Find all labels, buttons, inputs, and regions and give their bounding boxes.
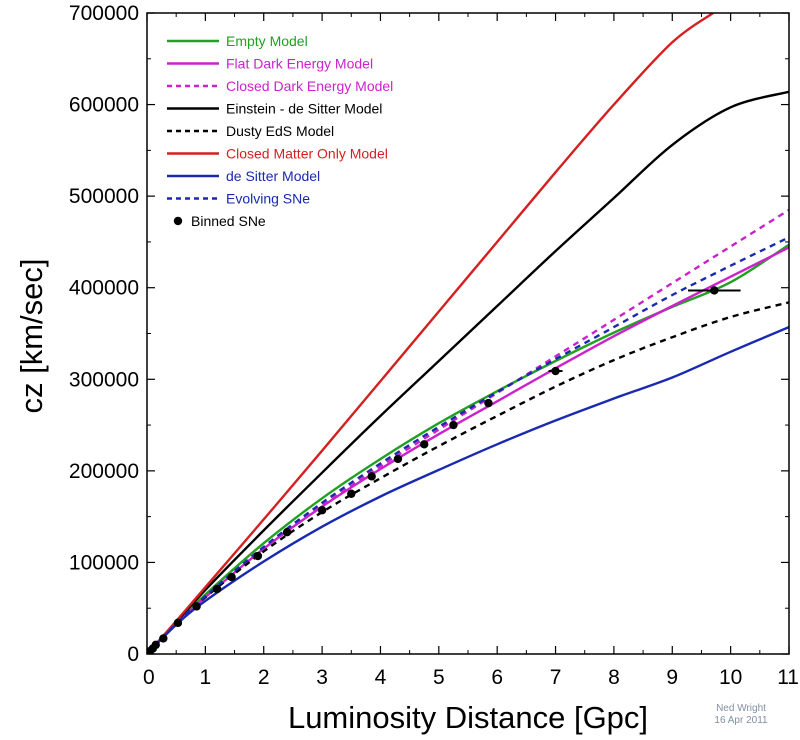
data-point-binned-sne: [282, 528, 292, 537]
x-tick-label: 9: [666, 666, 678, 689]
data-point-binned-sne: [173, 618, 183, 628]
y-tick-label: 100000: [69, 551, 139, 574]
legend: Empty Model Flat Dark Energy Model Closed …: [167, 33, 393, 229]
legend-label-dusty-eds-model: Dusty EdS Model: [226, 123, 334, 139]
x-tick-label: 11: [777, 666, 799, 689]
data-point-binned-sne: [151, 640, 160, 650]
x-tick-label: 7: [550, 666, 562, 689]
x-tick-labels: 0 1 2 3 4 5 6 7 8 9 10 11: [143, 666, 799, 689]
series-line-closed-matter-only-model: [147, 13, 714, 654]
y-tick-label: 600000: [69, 94, 139, 117]
credit-author: Ned Wright: [716, 703, 766, 714]
x-tick-label: 1: [200, 666, 212, 689]
data-point-binned-sne: [192, 602, 201, 611]
y-tick-labels: 0 100000 200000 300000 400000 500000 600000 700…: [69, 2, 139, 666]
legend-label-empty-model: Empty Model: [226, 33, 308, 49]
y-tick-label: 300000: [69, 368, 139, 391]
legend-label-closed-dark-energy-model: Closed Dark Energy Model: [226, 78, 393, 94]
y-tick-label: 200000: [69, 460, 139, 483]
legend-label-binned-sne: Binned SNe: [191, 213, 266, 229]
legend-label-flat-dark-energy-model: Flat Dark Energy Model: [226, 56, 373, 72]
x-tick-label: 3: [316, 666, 328, 689]
data-point-binned-sne: [484, 398, 493, 408]
y-tick-label: 500000: [69, 185, 139, 208]
legend-label-einstein-de-sitter-model: Einstein - de Sitter Model: [226, 101, 382, 117]
data-point-binned-sne: [710, 286, 719, 295]
y-tick-label: 400000: [69, 277, 139, 300]
x-axis-title: Luminosity Distance [Gpc]: [288, 700, 648, 735]
credit-date: 16 Apr 2011: [714, 715, 768, 726]
legend-label-de-sitter-model: de Sitter Model: [226, 168, 320, 184]
legend-marker-binned-sne: [173, 216, 183, 226]
x-tick-label: 10: [719, 666, 742, 689]
x-tick-label: 5: [433, 666, 445, 689]
data-point-binned-sne: [227, 572, 236, 582]
data-point-binned-sne: [449, 420, 458, 430]
data-point-binned-sne: [212, 584, 222, 594]
data-point-binned-sne: [420, 440, 429, 449]
legend-label-evolving-sne: Evolving SNe: [226, 191, 310, 207]
data-point-binned-sne: [317, 506, 327, 515]
x-tick-label: 6: [491, 666, 503, 689]
data-point-binned-sne: [159, 634, 168, 643]
x-tick-label: 0: [143, 666, 155, 689]
data-point-binned-sne: [253, 551, 263, 561]
x-tick-label: 8: [608, 666, 620, 689]
plot-frame: [146, 12, 790, 655]
y-tick-label: 0: [127, 643, 139, 666]
data-point-binned-sne: [367, 472, 376, 481]
data-point-binned-sne: [551, 366, 560, 376]
series-line-evolving-sne: [147, 236, 789, 654]
series-line-einstein-de-sitter-model: [147, 90, 789, 654]
y-tick-label: 700000: [69, 2, 139, 25]
series-line-de-sitter-model: [147, 325, 789, 654]
y-axis-title: cz [km/sec]: [14, 258, 49, 413]
binned-sne-points: [147, 286, 741, 654]
x-tick-label: 2: [258, 666, 270, 689]
series-line-flat-dark-energy-model: [147, 246, 789, 654]
x-tick-label: 4: [375, 666, 387, 689]
data-point-binned-sne: [347, 489, 356, 498]
model-curves: [147, 13, 789, 654]
legend-label-closed-matter-only-model: Closed Matter Only Model: [226, 146, 388, 162]
data-point-binned-sne: [393, 454, 403, 464]
